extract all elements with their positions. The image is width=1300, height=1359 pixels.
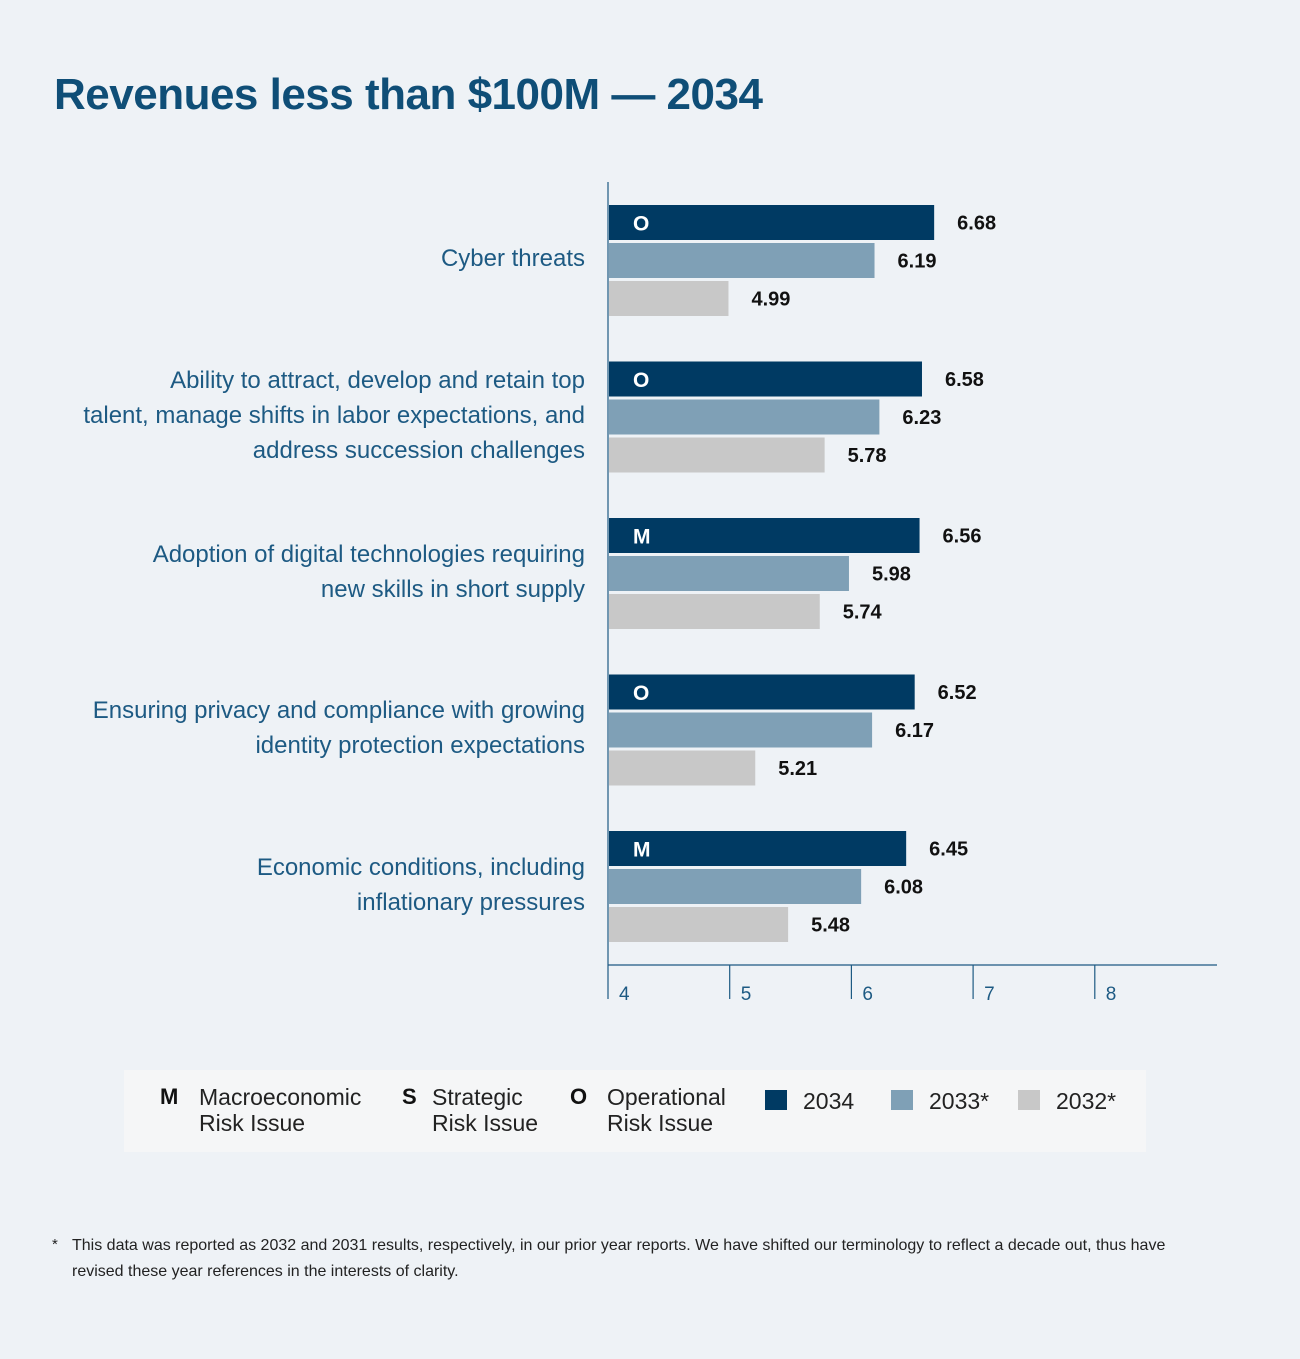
legend-letter-m: M <box>160 1084 179 1109</box>
legend: M Macroeconomic Risk Issue S Strategic R… <box>124 1070 1146 1152</box>
data-label-5-2033: 6.08 <box>884 877 923 899</box>
data-label-4-2034: 6.52 <box>938 682 977 704</box>
data-label-4-2033: 6.17 <box>895 720 934 742</box>
bar-3-2033 <box>609 556 849 591</box>
category-label-2-line-3: address succession challenges <box>252 436 585 464</box>
bar-5-2033 <box>609 869 862 904</box>
legend-operational-line2: Risk Issue <box>607 1110 714 1136</box>
data-label-3-2032: 5.74 <box>843 602 883 624</box>
legend-operational-line1: Operational <box>607 1084 726 1110</box>
bar-3-2032 <box>609 594 820 629</box>
bar-1-2034 <box>609 205 935 240</box>
chart-title: Revenues less than $100M — 2034 <box>54 70 763 119</box>
bar-2-2032 <box>609 437 825 473</box>
risk-type-letter-1: O <box>633 213 649 236</box>
bar-2-2033 <box>609 399 880 435</box>
x-tick-label-6: 6 <box>862 984 873 1005</box>
bar-4-2034 <box>609 674 915 710</box>
data-label-3-2033: 5.98 <box>872 564 911 586</box>
legend-label-2034: 2034 <box>803 1088 855 1114</box>
legend-strategic-line1: Strategic <box>432 1084 523 1110</box>
legend-macroeconomic: Macroeconomic Risk Issue <box>199 1084 361 1136</box>
bar-5-2034 <box>609 831 907 866</box>
bar-3-2034 <box>609 518 920 553</box>
bar-4-2033 <box>609 712 873 748</box>
risk-type-letter-4: O <box>633 682 649 705</box>
data-label-5-2032: 5.48 <box>811 915 850 937</box>
legend-strategic-line2: Risk Issue <box>432 1110 539 1136</box>
bar-2-2034 <box>609 361 922 397</box>
data-label-4-2032: 5.21 <box>778 758 817 780</box>
category-label-2-line-1: Ability to attract, develop and retain t… <box>170 366 585 394</box>
risk-type-letter-5: M <box>633 839 651 862</box>
legend-letter-o: O <box>570 1084 588 1109</box>
footnote: This data was reported as 2032 and 2031 … <box>72 1237 1166 1280</box>
data-label-2-2034: 6.58 <box>945 369 984 391</box>
category-label-4-line-1: Ensuring privacy and compliance with gro… <box>92 697 585 724</box>
data-label-5-2034: 6.45 <box>929 839 968 861</box>
data-label-2-2033: 6.23 <box>902 407 941 429</box>
data-label-1-2034: 6.68 <box>957 213 996 235</box>
legend-swatch-2033 <box>891 1090 913 1110</box>
legend-swatch-2034 <box>765 1090 787 1110</box>
category-label-3-line-1: Adoption of digital technologies requiri… <box>152 540 585 568</box>
category-label-2: Ability to attract, develop and retain t… <box>25 363 585 468</box>
category-label-5-line-2: inflationary pressures <box>356 888 585 916</box>
data-label-1-2032: 4.99 <box>751 289 790 311</box>
data-label-1-2033: 6.19 <box>898 251 937 273</box>
x-tick-label-5: 5 <box>741 984 752 1005</box>
bar-chart: 4 5 6 7 8 6.68 6.19 4.99 O 6.586.23 5.78 O 6.56 5.98 5… <box>607 182 1217 1005</box>
bar-1-2032 <box>609 281 729 316</box>
footnote-mark: * <box>52 1236 58 1253</box>
category-label-3-line-2: new skills in short supply <box>320 575 585 603</box>
legend-strategic: Strategic Risk Issue <box>432 1084 538 1136</box>
legend-macroeconomic-line1: Macroeconomic <box>199 1084 362 1110</box>
legend-operational: Operational Risk Issue <box>607 1084 726 1136</box>
bar-5-2032 <box>609 907 789 942</box>
x-tick-label-7: 7 <box>984 984 995 1005</box>
legend-label-2033: 2033* <box>929 1088 990 1114</box>
category-label-5-line-1: Economic conditions, including <box>256 853 585 881</box>
legend-label-2032: 2032* <box>1056 1088 1117 1114</box>
x-tick-label-8: 8 <box>1106 984 1117 1005</box>
legend-letter-s: S <box>402 1084 417 1109</box>
category-label-1: Cyber threats <box>25 241 585 276</box>
x-tick-label-4: 4 <box>619 984 630 1005</box>
bar-1-2033 <box>609 243 875 278</box>
category-label-2-line-2: talent, manage shifts in labor expectati… <box>83 401 585 429</box>
risk-type-letter-3: M <box>633 526 651 549</box>
data-label-3-2034: 6.56 <box>943 526 982 548</box>
bar-4-2032 <box>609 750 756 786</box>
category-label-5: Economic conditions, including inflationa… <box>25 850 585 920</box>
legend-macroeconomic-line2: Risk Issue <box>199 1110 306 1136</box>
category-label-4: Ensuring privacy and compliance with gro… <box>25 693 585 763</box>
category-label-1-line-1: Cyber threats <box>440 245 585 272</box>
category-label-3: Adoption of digital technologies requiri… <box>25 537 585 607</box>
risk-type-letter-2: O <box>633 369 649 392</box>
data-label-2-2032: 5.78 <box>848 445 887 467</box>
category-label-4-line-2: identity protection expectations <box>255 732 585 759</box>
legend-swatch-2032 <box>1018 1090 1040 1110</box>
